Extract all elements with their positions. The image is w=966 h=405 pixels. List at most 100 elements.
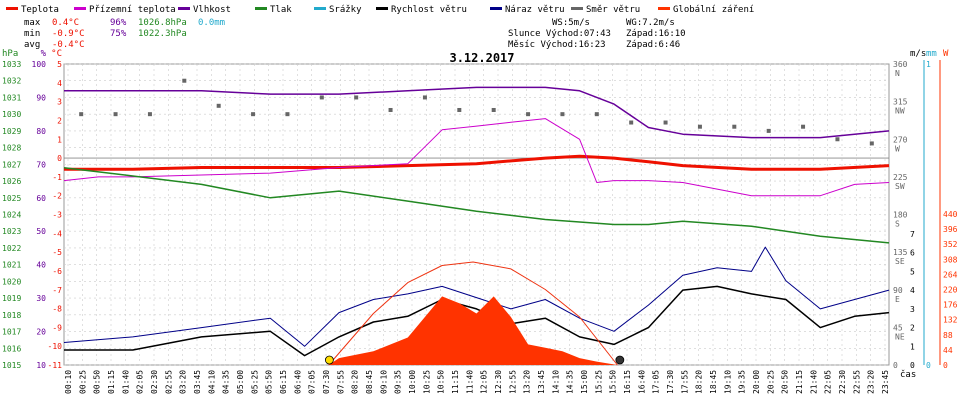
wind-direction-point bbox=[113, 112, 118, 117]
hpa-axis-tick-label: 1030 bbox=[2, 110, 21, 119]
dir-tick-compass: N bbox=[895, 69, 900, 78]
dir-tick-compass: W bbox=[895, 144, 900, 153]
pct-axis-tick-label: 100 bbox=[32, 60, 47, 69]
wind-direction-point bbox=[594, 112, 599, 117]
series-line-teoretick-z-en- bbox=[328, 261, 618, 366]
hpa-axis-tick-label: 1028 bbox=[2, 144, 21, 153]
x-tick-label: 20:50 bbox=[781, 370, 790, 394]
info-ws: WS:5m/s bbox=[552, 18, 590, 28]
hpa-axis-tick-label: 1018 bbox=[2, 311, 21, 320]
x-tick-label: 17:55 bbox=[680, 370, 689, 394]
legend-swatch-8 bbox=[571, 7, 583, 10]
dir-tick-compass: S bbox=[895, 220, 900, 229]
pct-axis-tick-label: 90 bbox=[36, 93, 46, 102]
x-tick-label: 15:00 bbox=[580, 370, 589, 394]
hpa-axis-tick-label: 1024 bbox=[2, 211, 21, 220]
stats-avg-label: avg bbox=[24, 40, 40, 50]
hpa-axis-title: hPa bbox=[2, 49, 18, 59]
ms-tick-label: 3 bbox=[910, 305, 915, 314]
legend-swatch-6 bbox=[376, 7, 388, 10]
legend-label-5: Srážky bbox=[329, 5, 362, 15]
x-tick-label: 02:30 bbox=[150, 370, 159, 394]
x-axis-label: čas bbox=[900, 369, 916, 380]
legend-swatch-4 bbox=[255, 7, 267, 10]
stats-block: max 0.4°C 96% 1026.8hPa 0.0mm min -0.9°C… bbox=[24, 18, 225, 50]
wm2-tick-label: 220 bbox=[943, 286, 958, 295]
info-wg: WG:7.2m/s bbox=[626, 18, 675, 28]
degc-axis-tick-label: 1 bbox=[57, 135, 62, 144]
x-tick-label: 23:45 bbox=[881, 370, 890, 394]
x-tick-label: 00:50 bbox=[93, 370, 102, 394]
x-tick-label: 10:50 bbox=[437, 370, 446, 394]
legend-label-1: Teplota bbox=[21, 5, 59, 15]
axes: 00:10 00:25 00:50 01:15 01:40 02:05 02:30 02:55… bbox=[2, 49, 958, 394]
hpa-axis-tick-label: 1017 bbox=[2, 328, 21, 337]
pct-axis-tick-label: 30 bbox=[36, 294, 46, 303]
x-tick-label: 14:10 bbox=[551, 370, 560, 394]
sunrise-marker bbox=[324, 355, 334, 365]
degc-axis-tick-label: -3 bbox=[52, 211, 62, 220]
degc-axis-tick-label: 5 bbox=[57, 60, 62, 69]
degc-axis-tick-label: 3 bbox=[57, 98, 62, 107]
ms-axis-title: m/s bbox=[910, 49, 926, 59]
x-tick-label: 10:00 bbox=[408, 370, 417, 394]
wind-direction-point bbox=[801, 124, 806, 129]
series-line-tlak bbox=[63, 166, 890, 244]
wind-direction-point bbox=[766, 128, 771, 133]
info-moon-set: Západ:6:46 bbox=[626, 40, 680, 50]
x-tick-label: 19:35 bbox=[738, 370, 747, 394]
legend-label-4: Tlak bbox=[270, 5, 292, 15]
degc-axis-tick-label: -8 bbox=[52, 305, 62, 314]
pct-axis-tick-label: 70 bbox=[36, 160, 46, 169]
wind-direction-point bbox=[491, 107, 496, 112]
x-tick-label: 05:00 bbox=[236, 370, 245, 394]
ms-tick-label: 0 bbox=[910, 361, 915, 370]
stats-max-rain: 0.0mm bbox=[198, 18, 225, 28]
x-tick-label: 02:05 bbox=[136, 370, 145, 394]
hpa-axis-tick-label: 1016 bbox=[2, 344, 21, 353]
dir-tick-label: 270 bbox=[893, 135, 908, 144]
mm-tick-label: 1 bbox=[926, 60, 931, 69]
dir-tick-compass: E bbox=[895, 295, 900, 304]
x-tick-label: 08:20 bbox=[351, 370, 360, 394]
info-sun: Slunce Východ:07:43 bbox=[508, 29, 611, 39]
legend-swatch-3 bbox=[178, 7, 190, 10]
legend-label-7: Náraz větru bbox=[505, 5, 565, 15]
legend-label-6: Rychlost větru bbox=[391, 5, 467, 15]
x-tick-label: 02:55 bbox=[164, 370, 173, 394]
degc-axis-tick-label: -7 bbox=[52, 286, 62, 295]
dir-tick-label: 315 bbox=[893, 98, 908, 107]
wind-direction-point bbox=[216, 103, 221, 108]
info-moon: Měsíc Východ:16:23 bbox=[508, 40, 606, 50]
hpa-axis-tick-label: 1027 bbox=[2, 160, 21, 169]
hpa-axis-tick-label: 1033 bbox=[2, 60, 21, 69]
plot-area bbox=[63, 78, 890, 366]
stats-min-label: min bbox=[24, 29, 40, 39]
x-tick-label: 03:45 bbox=[193, 370, 202, 394]
pct-axis-tick-label: 20 bbox=[36, 328, 46, 337]
x-tick-label: 08:45 bbox=[365, 370, 374, 394]
x-tick-label: 14:35 bbox=[566, 370, 575, 394]
x-tick-label: 23:20 bbox=[867, 370, 876, 394]
stats-max-label: max bbox=[24, 18, 41, 28]
x-tick-label: 05:50 bbox=[265, 370, 274, 394]
x-tick-label: 22:55 bbox=[852, 370, 861, 394]
x-tick-label: 04:10 bbox=[207, 370, 216, 394]
wind-direction-point bbox=[354, 95, 359, 100]
x-tick-label: 16:15 bbox=[623, 370, 632, 394]
wind-direction-point bbox=[422, 95, 427, 100]
wind-direction-point bbox=[663, 120, 668, 125]
wind-direction-point bbox=[869, 141, 874, 146]
wind-direction-point bbox=[560, 112, 565, 117]
series-line-rychlost-v-tru bbox=[64, 285, 890, 357]
wind-direction-point bbox=[319, 95, 324, 100]
hpa-axis-tick-label: 1031 bbox=[2, 93, 21, 102]
degc-axis-tick-label: -2 bbox=[52, 192, 62, 201]
pct-axis-tick-label: 10 bbox=[36, 361, 46, 370]
stats-min-press: 1022.3hPa bbox=[138, 29, 187, 39]
series-area-glob-ln-z-en- bbox=[328, 296, 618, 365]
wind-direction-point bbox=[835, 137, 840, 142]
hpa-axis-tick-label: 1020 bbox=[2, 277, 21, 286]
dir-tick-label: 360 bbox=[893, 60, 908, 69]
x-tick-label: 03:20 bbox=[179, 370, 188, 394]
